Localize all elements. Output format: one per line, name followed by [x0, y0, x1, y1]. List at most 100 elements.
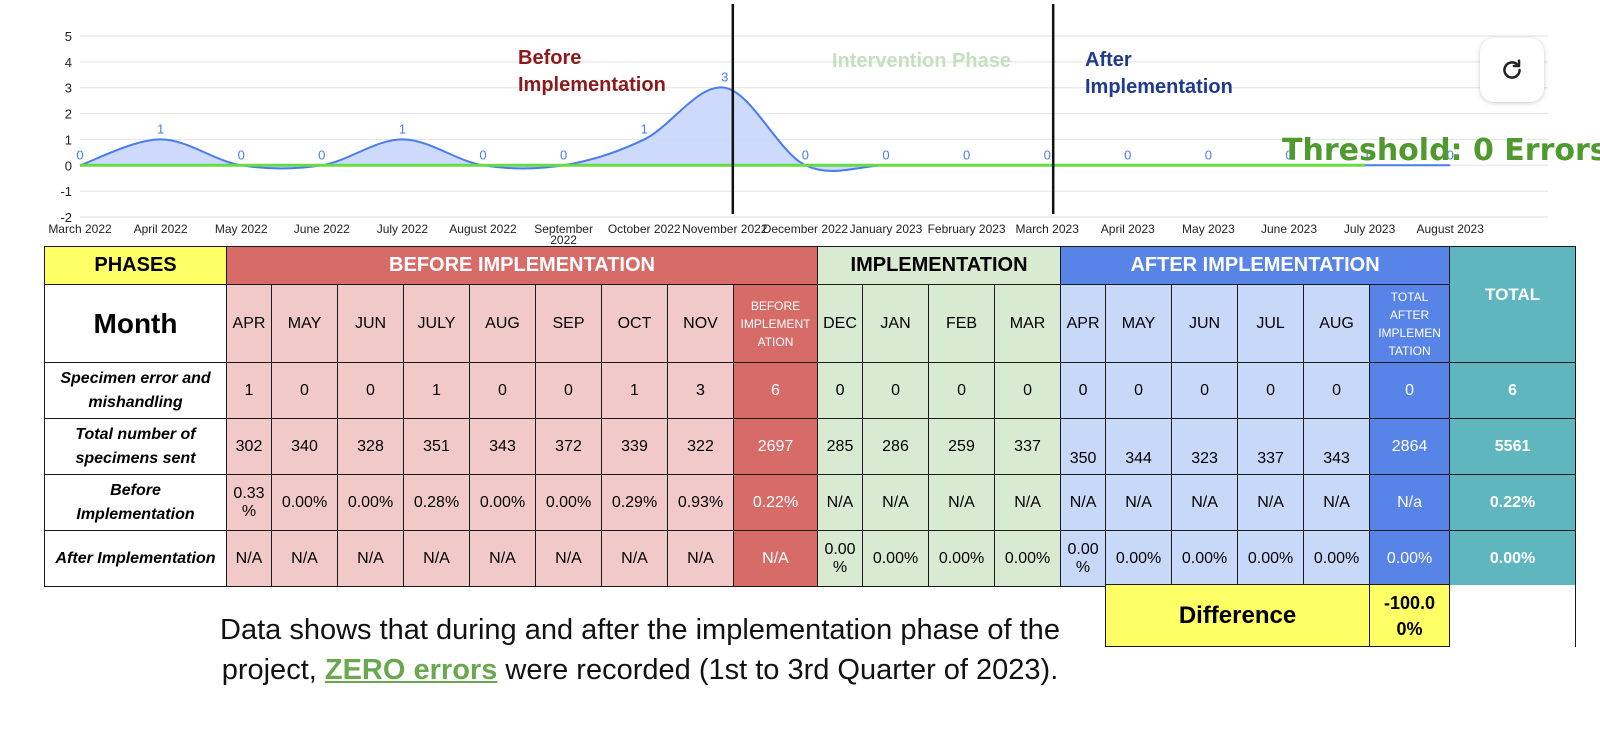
- table-cell: 0: [1171, 362, 1239, 419]
- table-cell: N/A: [1303, 474, 1371, 531]
- before-total-cell: 2697: [732, 418, 819, 475]
- x-tick-label: March 2023: [1016, 222, 1080, 236]
- x-tick-label: May 2022: [215, 222, 268, 236]
- table-cell: N/A: [469, 530, 536, 587]
- table-cell: 350: [1060, 418, 1107, 475]
- table-cell: 328: [337, 418, 404, 475]
- data-label: 0: [318, 147, 325, 162]
- table-cell: N/A: [928, 474, 996, 531]
- conclusion-text: Data shows that during and after the imp…: [200, 610, 1080, 690]
- y-tick-label: 0: [65, 158, 72, 173]
- month-header-cell: APR: [1060, 284, 1107, 363]
- x-tick-label: February 2023: [928, 222, 1006, 236]
- before-total-cell: 6: [732, 362, 819, 419]
- table-cell: 0: [862, 362, 930, 419]
- x-tick-label: October 2022: [608, 222, 681, 236]
- x-tick-label: August 2022: [449, 222, 517, 236]
- table-cell: N/A: [817, 474, 864, 531]
- month-header-cell: MAY: [1105, 284, 1173, 363]
- data-label: 0: [802, 147, 809, 162]
- table-row: Before Implementation 0.33 % 0.00% 0.00% 0.2…: [44, 474, 1577, 531]
- after-total-cell: 0: [1369, 362, 1451, 419]
- table-cell: N/A: [226, 530, 272, 587]
- chart-area: 5 4 3 2 1 0 -1 -2 0 1 0 0 1 0 0 1 3 0 0 0 0 0 0 0 0 0 March 2022 Ap…: [0, 0, 1600, 250]
- series-area: [80, 87, 1451, 172]
- phase-before-header: BEFORE IMPLEMENTATION: [225, 246, 819, 285]
- conclusion-highlight: ZERO errors: [324, 654, 498, 686]
- table-cell: 1: [601, 362, 668, 419]
- x-tick-label: January 2023: [850, 222, 923, 236]
- month-header-cell: OCT: [601, 284, 668, 363]
- table-cell: 1: [403, 362, 470, 419]
- table-cell: 351: [403, 418, 470, 475]
- threshold-label: Threshold: 0 Errors: [1282, 133, 1600, 168]
- table-cell: N/A: [601, 530, 668, 587]
- table-cell: 0.00%: [1237, 530, 1305, 587]
- y-tick-label: -1: [60, 184, 72, 199]
- difference-label: Difference: [1105, 584, 1370, 647]
- table-cell: N/A: [862, 474, 930, 531]
- conclusion-pre: Data shows that during and after the imp…: [220, 614, 1060, 686]
- table-cell: N/A: [271, 530, 338, 587]
- phase-implementation-header: IMPLEMENTATION: [817, 246, 1062, 285]
- y-tick-label: 5: [65, 29, 72, 44]
- table-cell: 0: [1060, 362, 1107, 419]
- phases-table: PHASES BEFORE IMPLEMENTATION IMPLEMENTAT…: [44, 246, 1577, 587]
- table-cell: 0.00%: [994, 530, 1062, 587]
- table-cell: 323: [1171, 418, 1239, 475]
- after-total-header: TOTAL AFTER IMPLEMEN TATION: [1369, 284, 1451, 363]
- table-cell: N/A: [1060, 474, 1107, 531]
- table-cell: 339: [601, 418, 668, 475]
- table-cell: 286: [862, 418, 930, 475]
- table-cell: 372: [535, 418, 602, 475]
- month-header-cell: JULY: [403, 284, 470, 363]
- table-cell: 322: [667, 418, 734, 475]
- row-label: After Implementation: [44, 530, 227, 587]
- month-header-cell: MAR: [994, 284, 1062, 363]
- table-cell: 259: [928, 418, 996, 475]
- table-cell: N/A: [1105, 474, 1173, 531]
- table-cell: 344: [1105, 418, 1173, 475]
- month-header-cell: AUG: [469, 284, 536, 363]
- total-header: TOTAL: [1449, 246, 1577, 363]
- table-cell: N/A: [535, 530, 602, 587]
- table-cell: N/A: [403, 530, 470, 587]
- data-label: 0: [963, 147, 970, 162]
- table-cell: 1: [226, 362, 272, 419]
- phase-label-before: Before Implementation: [518, 47, 666, 96]
- table-cell: 0.00%: [337, 474, 404, 531]
- table-cell: 0.00 %: [817, 530, 864, 587]
- data-label: 0: [1366, 147, 1373, 162]
- data-label: 0: [76, 147, 83, 162]
- refresh-button[interactable]: [1480, 38, 1544, 102]
- month-header-cell: MAY: [271, 284, 338, 363]
- table-cell: 337: [994, 418, 1062, 475]
- x-tick-label: December 2022: [763, 222, 849, 236]
- x-tick-label: June 2023: [1261, 222, 1317, 236]
- data-label: 0: [1285, 147, 1292, 162]
- table-cell: 0.29%: [601, 474, 668, 531]
- month-header-cell: JUL: [1237, 284, 1305, 363]
- before-total-cell: N/A: [732, 530, 819, 587]
- table-row: Total number of specimens sent 302 340 328 3…: [44, 418, 1577, 475]
- table-cell: 0.00 %: [1060, 530, 1107, 587]
- month-header-cell: JAN: [862, 284, 930, 363]
- phase-after-header: AFTER IMPLEMENTATION: [1060, 246, 1451, 285]
- data-label: 3: [721, 70, 728, 85]
- data-label: 0: [1044, 147, 1051, 162]
- table-cell: 0.00%: [1105, 530, 1173, 587]
- table-cell: 0.00%: [862, 530, 930, 587]
- after-total-cell: 2864: [1369, 418, 1451, 475]
- y-tick-label: 3: [65, 81, 72, 96]
- x-tick-label: September 2022: [534, 222, 593, 247]
- after-total-cell: 0.00%: [1369, 530, 1451, 587]
- table-cell: 0: [535, 362, 602, 419]
- data-label: 0: [1205, 147, 1212, 162]
- x-tick-label: November 2022: [682, 222, 768, 236]
- table-cell: 0: [469, 362, 536, 419]
- x-tick-label: June 2022: [294, 222, 350, 236]
- y-tick-label: 4: [65, 55, 72, 70]
- row-label: Total number of specimens sent: [44, 418, 227, 475]
- total-cell: 0.00%: [1449, 530, 1577, 587]
- table-cell: 340: [271, 418, 338, 475]
